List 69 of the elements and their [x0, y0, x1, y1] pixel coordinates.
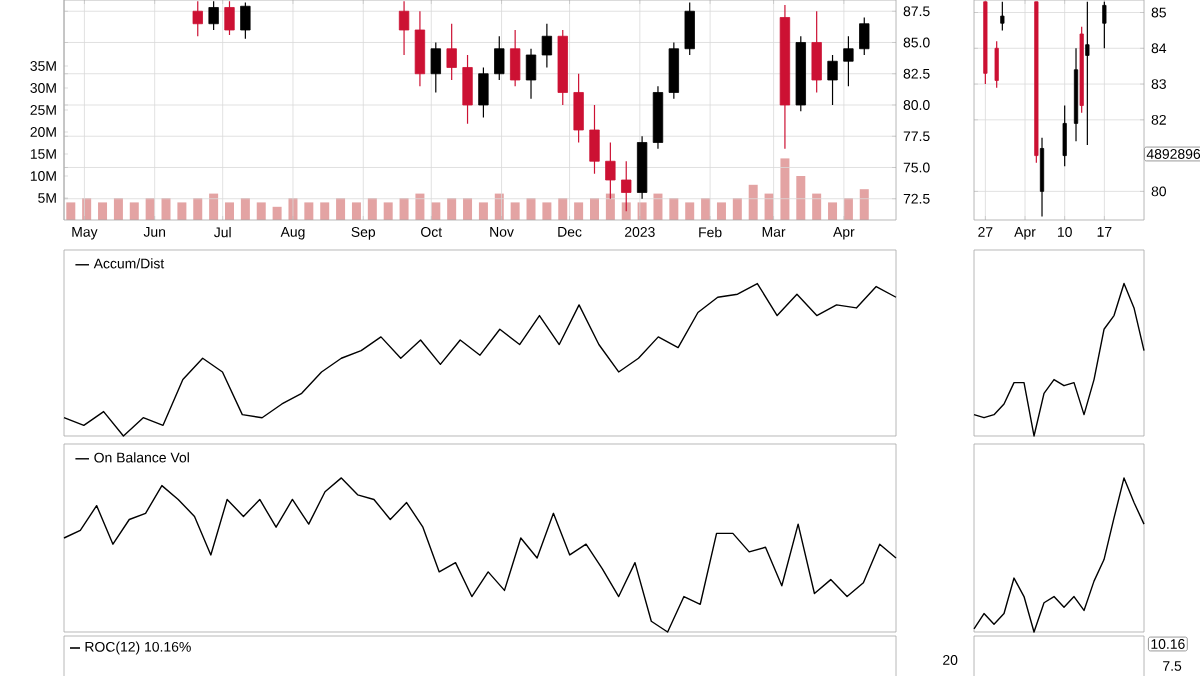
candlestick [414, 10, 426, 87]
bar [732, 197, 742, 220]
bar [383, 202, 393, 220]
bar [669, 197, 679, 220]
bar [240, 197, 250, 220]
bar [367, 197, 377, 220]
candlestick [525, 48, 537, 100]
bar [542, 202, 552, 220]
bar [256, 202, 266, 220]
candlestick [843, 35, 854, 87]
bar [336, 197, 346, 220]
bar [272, 206, 282, 220]
bar [98, 202, 108, 220]
bar [129, 202, 139, 220]
bar [478, 202, 488, 220]
bar [828, 202, 838, 220]
bar [716, 202, 726, 220]
candlestick [224, 0, 235, 36]
bar [653, 193, 663, 220]
candlestick [541, 23, 553, 69]
bar [510, 202, 520, 220]
bar [415, 193, 425, 220]
candlestick [430, 41, 441, 94]
bar [685, 202, 695, 220]
bar [859, 189, 869, 220]
candlestick [446, 23, 457, 81]
candlestick [1000, 1, 1005, 31]
candlestick [1085, 1, 1090, 146]
candlestick [994, 40, 999, 89]
candlestick [509, 29, 521, 87]
candlestick [462, 54, 473, 125]
bar [193, 197, 203, 220]
candlestick [192, 0, 203, 37]
candlestick [240, 1, 251, 40]
candlestick [827, 54, 838, 106]
candlestick [668, 41, 679, 100]
bar [66, 202, 76, 220]
bar [748, 184, 758, 220]
bar [161, 197, 171, 220]
bar [320, 202, 330, 220]
candlestick [573, 73, 584, 144]
bar [351, 202, 361, 220]
candlestick [1039, 137, 1045, 218]
bar [558, 197, 568, 220]
candlestick [859, 16, 870, 56]
bar [304, 202, 314, 220]
bar [780, 158, 790, 220]
bar [621, 202, 631, 220]
bar [225, 202, 234, 220]
bar [574, 202, 584, 220]
bar [796, 176, 806, 220]
bar [589, 197, 599, 220]
bar [113, 197, 123, 220]
candlestick [208, 0, 219, 31]
candlestick [1102, 1, 1107, 49]
bar [463, 197, 473, 220]
candlestick [1062, 104, 1067, 167]
candlestick [684, 1, 695, 56]
candlestick [589, 104, 600, 175]
bar [209, 193, 219, 220]
candlestick [478, 66, 489, 119]
bar [399, 197, 409, 220]
bar [526, 197, 536, 220]
candlestick [494, 35, 505, 81]
candlestick [811, 10, 822, 94]
bar [812, 193, 822, 220]
candlestick [398, 0, 410, 56]
bar [447, 197, 457, 220]
bar [177, 202, 187, 220]
